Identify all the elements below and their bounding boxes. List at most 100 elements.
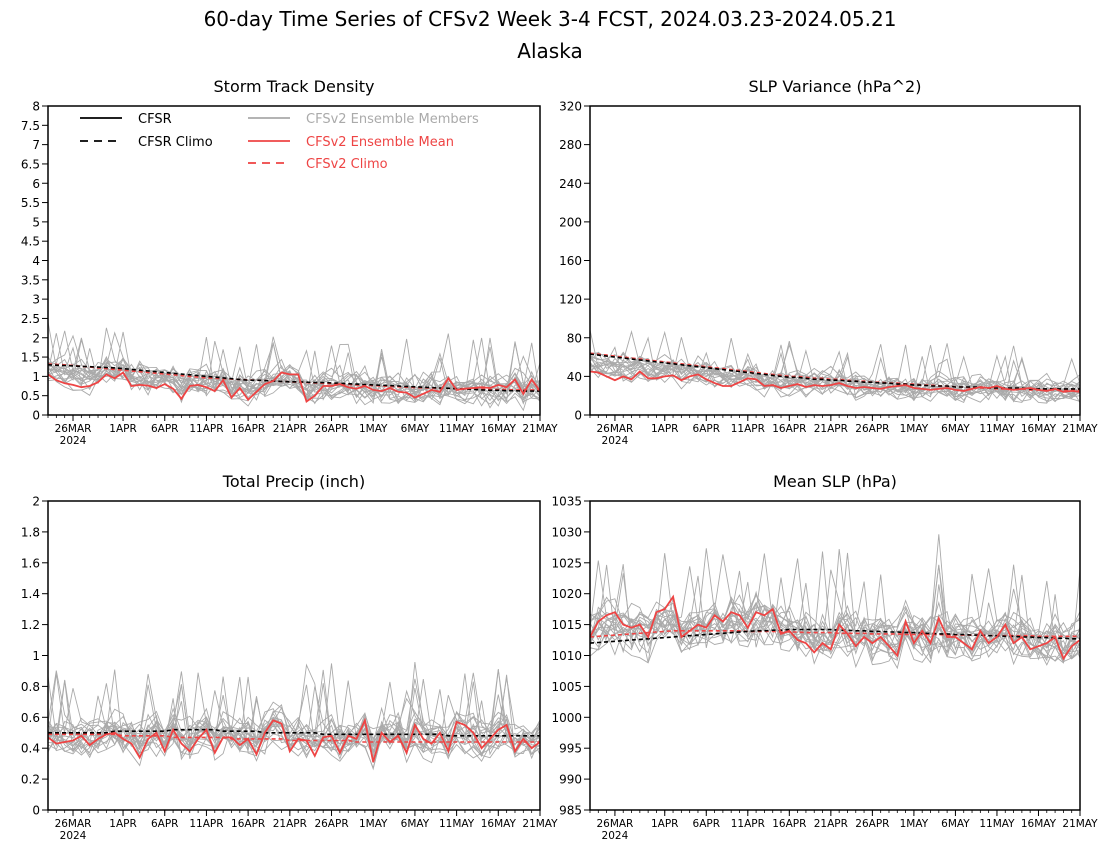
chart-panel-2: SLP Variance (hPa^2) 0 40 80 120 160 200 240 280… xyxy=(559,77,1098,447)
x-tick-label: 21MAY xyxy=(522,818,558,830)
ensemble-member-line xyxy=(48,676,540,756)
x-tick-label: 11MAY xyxy=(979,423,1015,435)
y-tick-label: 2 xyxy=(32,331,40,345)
plot-frame xyxy=(589,500,1081,811)
ensemble-member-line xyxy=(48,346,540,405)
x-tick-label: 1APR xyxy=(109,423,137,435)
legend-label: CFSv2 Climo xyxy=(306,157,388,172)
legend-label: CFSR Climo xyxy=(138,135,213,150)
y-tick-label: 7.5 xyxy=(21,119,40,133)
ensemble-member-line xyxy=(590,552,1080,660)
ensemble-member-line xyxy=(48,336,540,407)
figure-title: 60-day Time Series of CFSv2 Week 3-4 FCS… xyxy=(204,7,897,31)
y-tick-label: 2.5 xyxy=(21,312,40,326)
legend: CFSR CFSR Climo CFSv2 Ensemble Members CFSv… xyxy=(80,112,479,172)
x-tick-label: 6APR xyxy=(693,818,721,830)
ensemble-member-line xyxy=(590,611,1080,664)
legend-label: CFSv2 Ensemble Members xyxy=(306,112,479,127)
y-tick-label: 1010 xyxy=(551,649,582,663)
series-line-cfsv2-mean xyxy=(48,717,540,763)
x-tick-label: 6MAY xyxy=(941,818,970,830)
x-tick-label: 16MAY xyxy=(1021,818,1057,830)
x-sublabel: 2024 xyxy=(60,435,87,447)
x-tick-label: 16MAY xyxy=(481,818,517,830)
figure-subtitle: Alaska xyxy=(517,39,582,63)
y-tick-label: 6.5 xyxy=(21,157,40,171)
y-tick-label: 1 xyxy=(32,649,40,663)
plot-area xyxy=(48,662,540,771)
y-tick-label: 320 xyxy=(559,100,582,114)
ensemble-member-line xyxy=(590,553,1080,669)
chart-title: Total Precip (inch) xyxy=(222,472,365,491)
y-tick-label: 40 xyxy=(567,370,582,384)
y-tick-label: 1035 xyxy=(551,495,582,509)
chart-title: Mean SLP (hPa) xyxy=(773,472,897,491)
legend-label: CFSR xyxy=(138,112,172,127)
y-tick-label: 1015 xyxy=(551,618,582,632)
plot-area xyxy=(48,321,540,412)
series-line-cfsv2-mean xyxy=(590,370,1080,393)
y-tick-label: 160 xyxy=(559,254,582,268)
x-tick-label: 16MAY xyxy=(481,423,517,435)
y-tick-label: 1030 xyxy=(551,525,582,539)
x-tick-label: 26APR xyxy=(855,818,889,830)
x-tick-label: 26MAR xyxy=(596,818,633,830)
y-tick-label: 80 xyxy=(567,331,582,345)
plot-area xyxy=(590,329,1080,404)
y-tick-label: 7 xyxy=(32,138,40,152)
series-line-cfsv2-climo xyxy=(590,352,1080,391)
chart-panel-3: Total Precip (inch) 0 0.2 0.4 0.6 0.8 1 1.2 1.4 1… xyxy=(21,472,558,842)
chart-panel-4: Mean SLP (hPa) 985 990 995 1000 1005 1010 1015 1… xyxy=(551,472,1098,842)
y-tick-label: 1.4 xyxy=(21,587,40,601)
x-tick-label: 21MAY xyxy=(1062,423,1098,435)
y-tick-label: 990 xyxy=(559,773,582,787)
x-tick-label: 16MAY xyxy=(1021,423,1057,435)
series-line-cfsv2-climo xyxy=(48,733,540,743)
y-tick-label: 8 xyxy=(32,100,40,114)
plot-frame xyxy=(47,500,541,811)
ensemble-member-line xyxy=(48,337,540,405)
x-tick-label: 16APR xyxy=(772,818,806,830)
x-tick-label: 26APR xyxy=(314,423,348,435)
y-tick-label: 5 xyxy=(32,215,40,229)
x-tick-label: 11MAY xyxy=(439,818,475,830)
chart-title: Storm Track Density xyxy=(214,77,375,96)
y-tick-label: 5.5 xyxy=(21,196,40,210)
y-tick-label: 0.8 xyxy=(21,680,40,694)
x-tick-label: 16APR xyxy=(772,423,806,435)
x-tick-label: 26MAR xyxy=(55,818,92,830)
x-tick-label: 21APR xyxy=(273,818,307,830)
x-tick-label: 6MAY xyxy=(401,423,430,435)
y-tick-label: 120 xyxy=(559,293,582,307)
x-tick-label: 21MAY xyxy=(522,423,558,435)
y-tick-label: 1025 xyxy=(551,556,582,570)
y-tick-label: 4 xyxy=(32,254,40,268)
series-line-cfsv2-mean xyxy=(590,594,1080,661)
y-tick-label: 4.5 xyxy=(21,235,40,249)
x-tick-label: 26APR xyxy=(855,423,889,435)
ensemble-member-line xyxy=(48,337,540,399)
y-tick-label: 0.4 xyxy=(21,742,40,756)
legend-item: CFSv2 Ensemble Mean xyxy=(248,135,454,150)
y-tick-label: 0.5 xyxy=(21,389,40,403)
ensemble-member-line xyxy=(590,330,1080,398)
chart-title: SLP Variance (hPa^2) xyxy=(749,77,922,96)
legend-item: CFSR xyxy=(80,112,172,127)
y-tick-label: 1020 xyxy=(551,587,582,601)
y-tick-label: 1.8 xyxy=(21,525,40,539)
y-tick-label: 0.2 xyxy=(21,773,40,787)
x-tick-label: 26MAR xyxy=(596,423,633,435)
chart-panel-1: Storm Track Density 0 0.5 1 1.5 2 2.5 3 3.5 4 4.5 5… xyxy=(21,77,558,447)
ensemble-member-line xyxy=(48,339,540,406)
y-tick-label: 1.5 xyxy=(21,351,40,365)
x-sublabel: 2024 xyxy=(602,830,629,842)
y-tick-label: 1.6 xyxy=(21,556,40,570)
ensemble-member-line xyxy=(590,534,1080,664)
x-tick-label: 6APR xyxy=(151,818,179,830)
x-tick-label: 21APR xyxy=(814,423,848,435)
series-line-cfsr-climo xyxy=(590,353,1080,390)
x-tick-label: 11APR xyxy=(731,818,765,830)
ensemble-member-line xyxy=(590,351,1080,403)
x-sublabel: 2024 xyxy=(602,435,629,447)
